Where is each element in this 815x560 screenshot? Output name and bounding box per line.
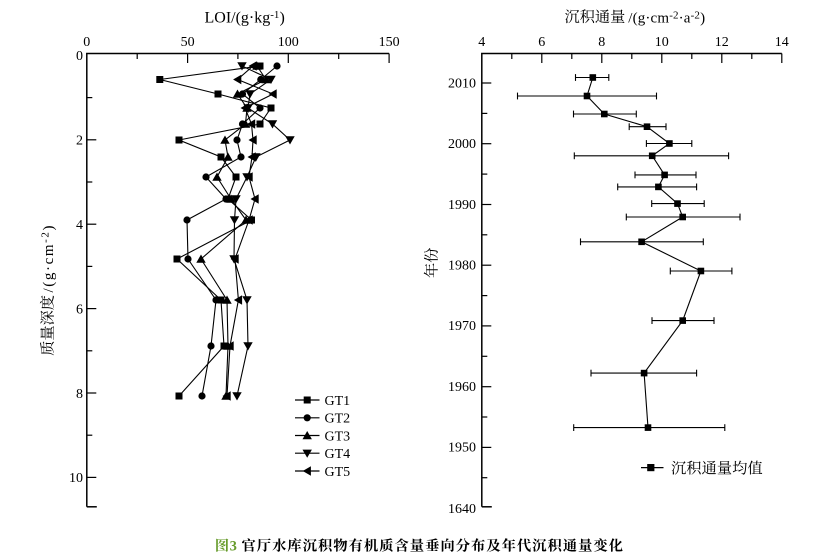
svg-text:12: 12 <box>715 35 729 50</box>
svg-text:1640: 1640 <box>448 502 476 517</box>
svg-text:1990: 1990 <box>448 198 476 213</box>
svg-text:4: 4 <box>76 218 83 233</box>
svg-text:50: 50 <box>181 35 195 50</box>
svg-text:8: 8 <box>598 35 605 50</box>
svg-text:GT3: GT3 <box>325 429 351 444</box>
svg-text:2000: 2000 <box>448 137 476 152</box>
svg-text:2: 2 <box>76 134 83 149</box>
svg-text:6: 6 <box>76 302 83 317</box>
svg-text:10: 10 <box>655 35 669 50</box>
svg-text:3: 3 <box>230 539 237 555</box>
svg-text:GT1: GT1 <box>325 394 351 409</box>
svg-text:6: 6 <box>538 35 545 50</box>
svg-text:GT5: GT5 <box>325 465 351 480</box>
svg-text:LOI/(g·kg-1): LOI/(g·kg-1) <box>205 9 285 27</box>
svg-text:100: 100 <box>278 35 299 50</box>
svg-text:10: 10 <box>69 471 83 486</box>
svg-text:1960: 1960 <box>448 380 476 395</box>
svg-text:2010: 2010 <box>448 76 476 91</box>
svg-text:150: 150 <box>379 35 400 50</box>
svg-text:GT2: GT2 <box>325 412 351 427</box>
svg-text:14: 14 <box>775 35 789 50</box>
svg-text:0: 0 <box>76 49 83 64</box>
svg-text:8: 8 <box>76 387 83 402</box>
svg-text:0: 0 <box>83 35 90 50</box>
svg-text:1970: 1970 <box>448 319 476 334</box>
svg-text:1950: 1950 <box>448 441 476 456</box>
svg-text:1980: 1980 <box>448 259 476 274</box>
svg-text:GT4: GT4 <box>325 447 351 462</box>
svg-text:4: 4 <box>478 35 485 50</box>
svg-text:/(g·cm-2·a-2): /(g·cm-2·a-2) <box>628 9 705 26</box>
